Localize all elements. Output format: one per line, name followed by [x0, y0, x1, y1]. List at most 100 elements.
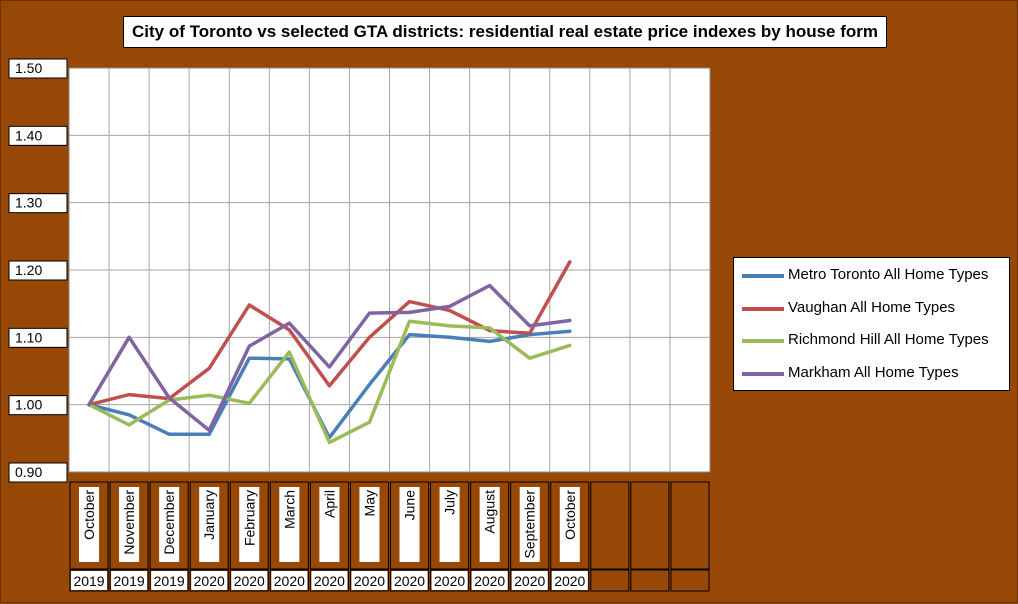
- series-line-3: [87, 283, 572, 433]
- x-year-label-bg: [151, 571, 188, 590]
- x-year-label: 2020: [394, 573, 425, 589]
- x-category-cell: [430, 481, 470, 570]
- x-year-cell: [149, 569, 189, 592]
- x-year-cell: [309, 569, 349, 592]
- y-tick-box: [8, 58, 68, 79]
- y-tick-box: [8, 260, 68, 281]
- x-year-label-bg: [431, 571, 468, 590]
- x-month-label-bg: [159, 487, 180, 562]
- x-month-label: October: [562, 490, 578, 540]
- y-tick-label: 1.20: [15, 262, 42, 278]
- x-month-label-bg: [119, 487, 140, 562]
- x-year-label-bg: [471, 571, 508, 590]
- x-axis-category-table: October 2019 November 2019 December 2019 Janua…: [69, 481, 710, 592]
- y-tick-label: 1.10: [15, 329, 42, 345]
- x-year-cell: [630, 569, 670, 592]
- x-category-cell: [269, 481, 309, 570]
- horizontal-gridlines: [69, 134, 710, 406]
- legend-swatch: [742, 339, 784, 343]
- x-year-label: 2020: [274, 573, 305, 589]
- x-month-label: June: [402, 490, 418, 521]
- x-category-cell: [349, 481, 389, 570]
- x-month-label-bg: [559, 487, 580, 562]
- x-year-cell: [109, 569, 149, 592]
- x-category-cell: [390, 481, 430, 570]
- x-category-cell: [630, 481, 670, 570]
- x-month-label: March: [281, 490, 297, 529]
- x-category-cell: [550, 481, 590, 570]
- x-month-label: August: [482, 490, 498, 534]
- x-month-label: October: [81, 490, 97, 540]
- x-year-label: 2019: [154, 573, 185, 589]
- x-month-label-bg: [439, 487, 460, 562]
- x-month-label-bg: [279, 487, 300, 562]
- x-year-label-bg: [231, 571, 268, 590]
- y-tick-box: [8, 125, 68, 146]
- x-year-label-bg: [271, 571, 308, 590]
- y-tick-box: [8, 327, 68, 348]
- x-month-label-bg: [359, 487, 380, 562]
- x-category-cell: [670, 481, 710, 570]
- x-month-label: February: [241, 490, 257, 546]
- x-month-label-bg: [199, 487, 220, 562]
- legend: Metro Toronto All Home Types Vaughan All …: [733, 257, 1010, 391]
- y-tick-box: [8, 193, 68, 214]
- x-year-label: 2020: [354, 573, 385, 589]
- x-month-label-bg: [239, 487, 260, 562]
- x-year-cell: [670, 569, 710, 592]
- x-year-label: 2020: [514, 573, 545, 589]
- y-tick-label: 1.40: [15, 127, 42, 143]
- x-category-cell: [109, 481, 149, 570]
- legend-swatch: [742, 371, 784, 376]
- x-month-label-bg: [399, 487, 420, 562]
- x-year-label-bg: [551, 571, 588, 590]
- x-month-label-bg: [519, 487, 540, 562]
- y-tick-box: [8, 395, 68, 416]
- x-month-label-bg: [79, 487, 100, 562]
- x-year-cell: [189, 569, 229, 592]
- x-year-cell: [590, 569, 630, 592]
- legend-label: Markham All Home Types: [788, 363, 959, 381]
- x-year-label: 2020: [194, 573, 225, 589]
- x-month-label: May: [361, 490, 377, 516]
- x-year-cell: [430, 569, 470, 592]
- x-category-cell: [189, 481, 229, 570]
- x-category-cell: [149, 481, 189, 570]
- x-month-label: April: [321, 490, 337, 518]
- x-year-label: 2019: [114, 573, 145, 589]
- x-month-label: July: [442, 490, 458, 515]
- x-month-label: November: [121, 490, 137, 555]
- series-lines: [87, 260, 572, 445]
- x-year-cell: [229, 569, 269, 592]
- series-line-0: [87, 329, 572, 440]
- x-year-label-bg: [511, 571, 548, 590]
- legend-swatch: [742, 306, 784, 311]
- x-category-cell: [309, 481, 349, 570]
- x-month-label-bg: [479, 487, 500, 562]
- legend-swatch: [742, 274, 784, 278]
- x-category-cell: [69, 481, 109, 570]
- y-tick-label: 1.00: [15, 397, 42, 413]
- x-category-cell: [470, 481, 510, 570]
- x-month-label: January: [201, 490, 217, 540]
- x-year-label-bg: [191, 571, 228, 590]
- x-month-label: December: [161, 490, 177, 555]
- x-year-label-bg: [391, 571, 428, 590]
- x-year-label-bg: [71, 571, 108, 590]
- y-tick-box: [8, 462, 68, 483]
- y-axis-ticks: 0.90 1.00 1.10 1.20 1.30 1.40 1.50: [8, 58, 68, 483]
- x-year-cell: [69, 569, 109, 592]
- chart-title: City of Toronto vs selected GTA district…: [123, 16, 887, 48]
- x-year-cell: [349, 569, 389, 592]
- legend-label: Vaughan All Home Types: [788, 298, 956, 316]
- x-year-label: 2020: [554, 573, 585, 589]
- y-tick-label: 0.90: [15, 464, 42, 480]
- y-tick-label: 1.30: [15, 195, 42, 211]
- x-year-label: 2020: [234, 573, 265, 589]
- x-year-label: 2020: [314, 573, 345, 589]
- x-month-label: September: [522, 490, 538, 559]
- x-year-cell: [390, 569, 430, 592]
- x-year-label: 2019: [73, 573, 104, 589]
